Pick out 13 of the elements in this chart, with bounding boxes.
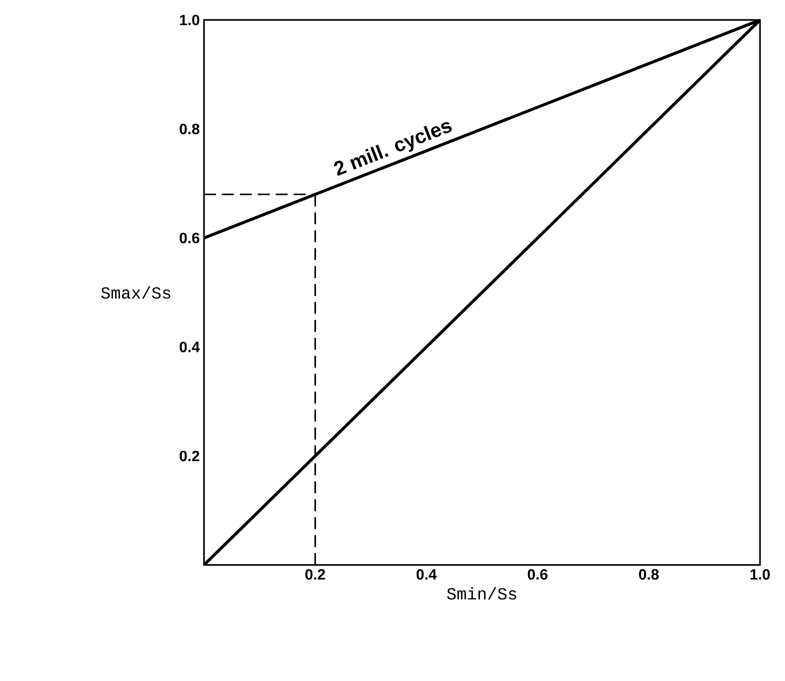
y-axis-title: Smax/Ss: [101, 286, 170, 299]
x-tick-label: 0.8: [639, 569, 659, 580]
x-tick-label: 0.6: [528, 569, 548, 580]
y-tick-label: 1.0: [180, 14, 200, 26]
text: 2 mill. cycles: [334, 122, 452, 176]
x-tick-label: 0.2: [305, 569, 325, 580]
y-tick-label: 0.4: [180, 342, 200, 352]
y-tick-label: 0.6: [180, 232, 200, 244]
y-tick-label: 0.2: [180, 450, 200, 462]
y-tick-label: 0.8: [180, 124, 200, 134]
x-tick-label: 1.0: [750, 569, 770, 580]
x-tick-label: 0.4: [416, 569, 437, 580]
x-axis-title: Smin/Ss: [447, 587, 516, 600]
